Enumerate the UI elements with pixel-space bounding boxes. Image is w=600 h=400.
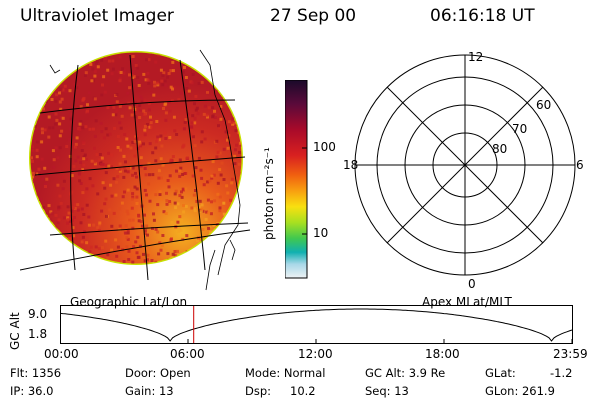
lat-label-80: 80 [492,142,507,156]
uv-earth-image [20,49,251,291]
seq-value: Seq: 13 [365,384,409,398]
gc-alt-value: GC Alt: 3.9 Re [365,366,446,380]
gc-alt-axis-label: GC Alt [8,312,22,350]
lat-label-60: 60 [536,98,551,112]
date-label: 27 Sep 00 [270,6,357,26]
mode-value: Mode: Normal [245,366,326,380]
lat-label-70: 70 [512,122,527,136]
mlt-label-0: 0 [468,277,476,291]
xtick-1200: 12:00 [298,347,333,361]
glat-label: GLat: [485,366,516,380]
dsp-value: 10.2 [290,384,316,398]
xtick-0600: 06:00 [170,347,205,361]
colorbar-unit-label: photon cm⁻²s⁻¹ [262,147,276,240]
dsp-label: Dsp: [245,384,272,398]
altitude-plot [60,305,573,344]
xtick-0000: 00:00 [44,347,79,361]
gain-value: Gain: 13 [125,384,174,398]
glat-value: -1.2 [550,366,573,380]
polar-plot: 12 18 6 0 60 70 80 [343,50,584,291]
alt-tick-top: 9.0 [28,307,48,321]
mlt-label-12: 12 [468,50,483,64]
xtick-2359: 23:59 [553,347,588,361]
mlt-label-18: 18 [343,158,358,172]
time-label: 06:16:18 UT [430,6,535,26]
flt-value: Flt: 1356 [10,366,62,380]
glon-value: GLon: 261.9 [485,384,555,398]
colorbar-tick-100: 100 [313,140,336,154]
colorbar [285,80,308,279]
instrument-title: Ultraviolet Imager [20,6,174,26]
door-value: Door: Open [125,366,191,380]
mlt-label-6: 6 [576,158,584,172]
ip-value: IP: 36.0 [10,384,54,398]
alt-tick-bottom: 1.8 [28,327,48,341]
colorbar-tick-10: 10 [313,226,329,240]
xtick-1800: 18:00 [425,347,460,361]
